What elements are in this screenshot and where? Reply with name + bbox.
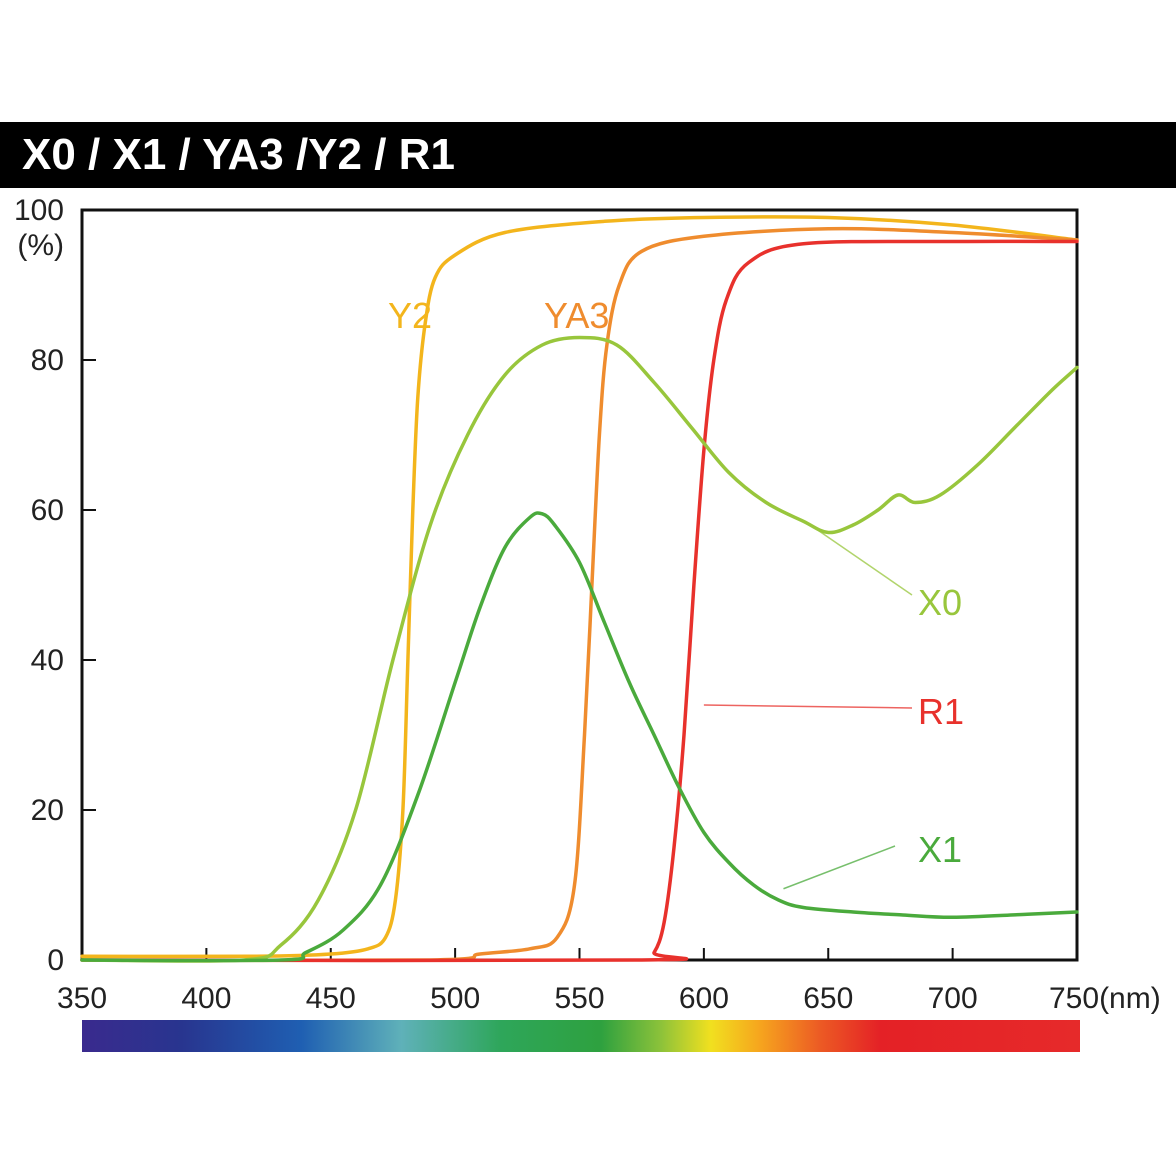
chart-title: X0 / X1 / YA3 /Y2 / R1 xyxy=(22,130,455,179)
annotation-leaders xyxy=(703,528,913,890)
series-label-y2: Y2 xyxy=(388,295,432,336)
x-tick-label-450: 450 xyxy=(306,982,356,1015)
y-unit-label: (%) xyxy=(17,229,64,262)
series-line-ya3 xyxy=(80,226,1079,963)
series-group xyxy=(80,215,1079,963)
title-bar: X0 / X1 / YA3 /Y2 / R1 xyxy=(0,122,1176,188)
y-tick-label-60: 60 xyxy=(31,494,64,527)
series-line-r1 xyxy=(80,239,1079,963)
series-label-x1: X1 xyxy=(918,829,962,870)
x-tick-label-500: 500 xyxy=(430,982,480,1015)
x-tick-label-700: 700 xyxy=(928,982,978,1015)
series-label-r1: R1 xyxy=(918,691,964,732)
x-tick-label-600: 600 xyxy=(679,982,729,1015)
series-line-x1 xyxy=(80,511,1079,963)
x-unit-label: (nm) xyxy=(1099,982,1161,1015)
spectrum-bar xyxy=(82,1020,1080,1052)
leader-line-r1 xyxy=(703,704,913,709)
series-line-y2 xyxy=(80,215,1079,959)
y-tick-label-20: 20 xyxy=(31,794,64,827)
x-tick-label-750: 750(nm) xyxy=(1049,982,1161,1015)
leader-line-x1 xyxy=(783,845,896,890)
x-tick-label-650: 650 xyxy=(803,982,853,1015)
y-tick-label-0: 0 xyxy=(47,944,64,977)
series-label-ya3: YA3 xyxy=(544,295,609,336)
axis-tick-labels: 350 400 450 500 550 600 650 700 750(nm) 0 20 40 60 80… xyxy=(14,194,1161,1015)
y-tick-label-40: 40 xyxy=(31,644,64,677)
x-tick-label-350: 350 xyxy=(57,982,107,1015)
series-annotations: Y2 YA3 X0 R1 X1 xyxy=(388,295,964,870)
x-tick-label-550: 550 xyxy=(554,982,604,1015)
y-tick-label-80: 80 xyxy=(31,344,64,377)
leader-line-x0 xyxy=(815,528,913,596)
x-tick-label-400: 400 xyxy=(181,982,231,1015)
series-label-x0: X0 xyxy=(918,582,962,623)
y-tick-label-100: 100 xyxy=(14,194,64,227)
series-line-x0 xyxy=(80,335,1079,963)
